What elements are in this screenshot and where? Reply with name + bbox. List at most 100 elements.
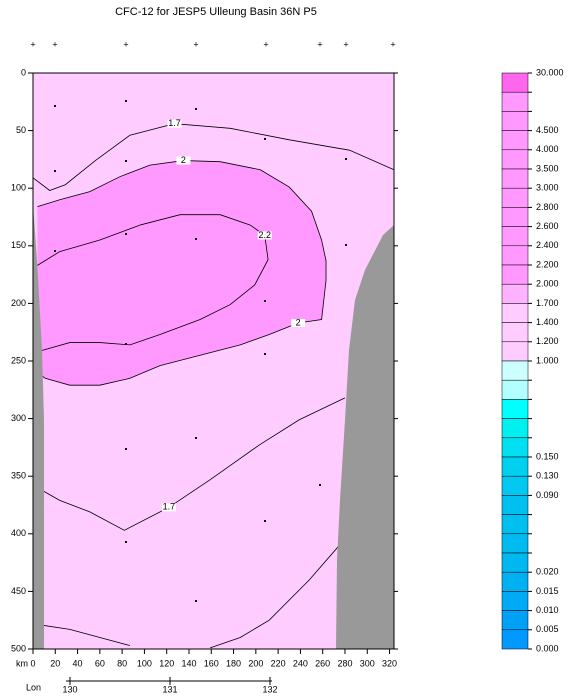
colorbar-bin [501,149,529,170]
colorbar-bin [501,283,529,304]
axes: 0 50 100 150 200 250 300 350 400 450 500 0 20 40 60 80 1… [11,67,398,694]
colorbar-label: 1.400 [536,317,559,327]
y-tick-label: 400 [11,528,26,538]
lon-tick-label: 130 [62,684,77,694]
right-wall [336,225,394,649]
colorbar-label: 30.000 [536,67,564,77]
x-tick-label: 220 [271,658,286,668]
sample [125,343,127,345]
region-fill [37,160,327,386]
sample [54,170,56,172]
colorbar-label: 4.000 [536,144,559,154]
sample [264,138,266,140]
colorbar-bin [501,495,529,515]
station-marker: + [390,39,395,49]
x-tick-label: 300 [360,658,375,668]
x-tick-label: 60 [95,658,105,668]
contour-line [39,624,131,646]
sample [195,437,197,439]
station-marker: + [263,39,268,49]
colorbar-bin [501,552,529,573]
sample [345,158,347,160]
sample [264,353,266,355]
colorbar-bin [501,91,529,112]
sample [264,300,266,302]
colorbar-bin [501,610,529,631]
colorbar-label: 3.500 [536,163,559,173]
contour-label: 1.7 [163,502,176,512]
station-marker: + [343,39,348,49]
colorbar-label: 0.000 [536,643,559,653]
station-marker: + [52,39,57,49]
x-tick-label: 140 [181,658,196,668]
x-tick-label: 80 [117,658,127,668]
y-tick-label: 500 [11,643,26,653]
lon-tick-label: 131 [162,684,177,694]
y-tick-label: 200 [11,298,26,308]
colorbar-label: 4.500 [536,125,559,135]
colorbar-bin [501,591,529,611]
left-wall [33,205,44,649]
x-tick-label: 200 [248,658,263,668]
contours: 1.7 2 2 2.2 1.7 [32,118,395,649]
sample [195,600,197,602]
colorbar-bin [501,226,529,247]
colorbar-label: 1.000 [536,355,559,365]
sample [54,250,56,252]
x-tick-label: 20 [50,658,60,668]
contour-label: 1.7 [168,118,181,128]
chart-title: CFC-12 for JESP5 Ulleung Basin 36N P5 [115,6,317,18]
lon-tick-label: 132 [262,684,277,694]
colorbar-label: 2.200 [536,259,559,269]
colorbar: 30.000 4.500 4.000 3.500 3.000 2.800 2.600 2.40… [501,67,564,653]
x-tick-label: 320 [382,658,397,668]
sample [195,108,197,110]
sample [125,541,127,543]
sample [125,233,127,235]
contour-label: 2 [181,155,186,165]
contour-line [32,123,395,191]
colorbar-label: 0.015 [536,586,559,596]
y-tick-label: 250 [11,355,26,365]
colorbar-label: 3.000 [536,183,559,193]
contour-line [210,545,340,649]
contour-label-bg [176,156,191,165]
x-tick-label: 280 [337,658,352,668]
sample [345,244,347,246]
colorbar-label: 2.000 [536,279,559,289]
sample [54,105,56,107]
contour-label: 2 [296,317,301,327]
sample [264,520,266,522]
stations: + + + + + + + + [30,39,395,49]
colorbar-bin [501,264,529,285]
colorbar-bin [501,514,529,535]
sample [125,100,127,102]
sample [125,448,127,450]
y-tick-label: 150 [11,240,26,250]
y-tick-label: 50 [16,125,26,135]
colorbar-bin [501,571,529,592]
contour-label-bg [167,119,182,128]
x-tick-label: 100 [137,658,152,668]
contour-label-bg [161,503,176,512]
colorbar-bin [501,360,529,381]
fills [37,160,327,386]
colorbar-bin [501,379,529,400]
station-marker: + [30,39,35,49]
contour-line [37,319,201,353]
sample [125,160,127,162]
x-tick-label: 260 [315,658,330,668]
y-tick-label: 300 [11,413,26,423]
x-axis-label: km [16,658,28,668]
y-tick-label: 450 [11,586,26,596]
colorbar-bin [501,207,529,227]
colorbar-bin [501,456,529,477]
colorbar-label: 2.400 [536,240,559,250]
topography [33,205,394,649]
colorbar-bin [501,418,529,439]
colorbar-label: 0.020 [536,567,559,577]
colorbar-bin [501,629,529,650]
colorbar-bin [501,437,529,458]
x-tick-label: 180 [226,658,241,668]
